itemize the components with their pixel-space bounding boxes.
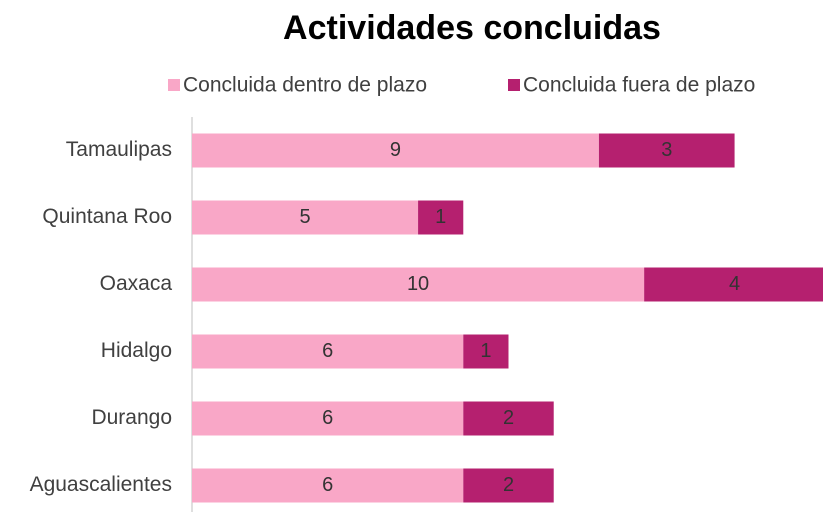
bar-segment xyxy=(192,334,464,369)
bar-segment xyxy=(598,133,735,168)
legend-label: Concluida dentro de plazo xyxy=(183,74,427,97)
data-label: 3 xyxy=(661,139,672,161)
bar-segment xyxy=(418,200,464,235)
y-tick-label: Hidalgo xyxy=(101,339,172,362)
data-label: 4 xyxy=(729,273,740,295)
y-tick-label: Durango xyxy=(91,406,172,429)
legend-label: Concluida fuera de plazo xyxy=(523,74,755,97)
y-tick-label: Tamaulipas xyxy=(66,138,172,161)
bar-segment xyxy=(192,133,599,168)
bar-segment xyxy=(192,401,464,436)
data-label: 1 xyxy=(435,206,446,228)
data-label: 2 xyxy=(503,407,514,429)
data-label: 1 xyxy=(480,340,491,362)
y-tick-label: Oaxaca xyxy=(100,272,173,295)
data-label: 2 xyxy=(503,474,514,496)
y-tick-label: Quintana Roo xyxy=(42,205,172,228)
legend-swatch xyxy=(168,79,180,91)
bar-segment xyxy=(463,401,554,436)
bar-segment xyxy=(192,267,645,302)
data-label: 10 xyxy=(407,273,429,295)
data-label: 5 xyxy=(299,206,310,228)
bar-segment xyxy=(644,267,823,302)
legend-swatch xyxy=(508,79,520,91)
data-label: 9 xyxy=(390,139,401,161)
data-label: 6 xyxy=(322,407,333,429)
chart-title: Actividades concluidas xyxy=(283,9,661,47)
y-tick-label: Aguascalientes xyxy=(30,473,172,496)
data-label: 6 xyxy=(322,474,333,496)
data-label: 6 xyxy=(322,340,333,362)
bar-segment xyxy=(192,200,419,235)
bar-segment xyxy=(463,468,554,503)
bar-segment xyxy=(192,468,464,503)
bar-segment xyxy=(463,334,509,369)
